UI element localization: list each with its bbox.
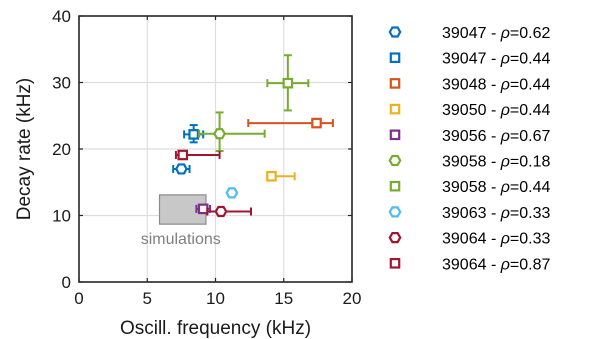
legend-label: 39047 - ρ=0.62 (442, 25, 550, 42)
data-point (214, 205, 228, 218)
series-0 (172, 163, 191, 175)
x-tick-label: 15 (274, 289, 293, 308)
data-point (311, 117, 322, 129)
legend-entry: 39058 - ρ=0.44 (389, 179, 550, 196)
series-2 (247, 117, 334, 129)
y-tick-label: 30 (52, 74, 71, 93)
legend-label: 39064 - ρ=0.87 (442, 256, 550, 273)
legend-entry: 39047 - ρ=0.62 (388, 25, 550, 42)
legend-entry: 39050 - ρ=0.44 (389, 102, 550, 119)
data-point (177, 149, 189, 161)
legend-entry: 39058 - ρ=0.18 (388, 154, 550, 171)
legend-label: 39064 - ρ=0.33 (442, 231, 550, 248)
legend-entry: 39047 - ρ=0.44 (389, 51, 550, 68)
grid (79, 16, 352, 282)
legend-marker (389, 129, 401, 141)
data-point (213, 128, 227, 140)
legend-marker (389, 52, 401, 63)
legend-entry: 39063 - ρ=0.33 (388, 205, 550, 222)
y-tick-label: 0 (62, 273, 71, 292)
legend-marker (389, 103, 401, 115)
simulations-region: simulations (141, 194, 221, 248)
legend-label: 39058 - ρ=0.44 (442, 179, 550, 196)
plot-series (172, 54, 334, 218)
x-tick-label: 0 (74, 289, 83, 308)
y-tick-label: 40 (52, 7, 71, 26)
x-axis-label: Oscill. frequency (kHz) (120, 318, 311, 339)
series-7 (225, 187, 239, 199)
legend-entry: 39056 - ρ=0.67 (389, 128, 550, 145)
series-3 (266, 170, 296, 182)
data-point (225, 187, 239, 199)
legend-label: 39047 - ρ=0.44 (442, 51, 550, 68)
series-5 (198, 111, 266, 152)
data-point (197, 203, 209, 215)
legend-entry: 39064 - ρ=0.33 (388, 231, 550, 248)
legend-marker (389, 180, 401, 192)
x-tick-label: 20 (343, 289, 362, 308)
y-axis-label: Decay rate (kHz) (14, 78, 35, 221)
legend-label: 39050 - ρ=0.44 (442, 102, 550, 119)
legend-marker (388, 232, 402, 244)
legend-label: 39048 - ρ=0.44 (442, 76, 550, 93)
y-tick-label: 20 (52, 140, 71, 159)
series-1 (183, 124, 205, 144)
legend-label: 39056 - ρ=0.67 (442, 128, 550, 145)
legend-marker (389, 78, 401, 89)
axes: 0 5 10 15 20 0 10 20 30 40 (52, 7, 361, 308)
legend-entry: 39048 - ρ=0.44 (389, 76, 550, 93)
legend-marker (388, 154, 402, 167)
x-tick-label: 10 (206, 289, 225, 308)
simulations-label: simulations (141, 231, 221, 248)
data-point (282, 77, 294, 89)
data-point (174, 163, 188, 175)
data-point (266, 170, 277, 182)
legend: 39047 - ρ=0.62 39047 - ρ=0.44 39048 - ρ=0.… (388, 25, 550, 273)
series-8 (206, 205, 252, 218)
y-tick-label: 10 (52, 207, 71, 226)
series-9 (174, 149, 221, 161)
x-tick-label: 5 (143, 289, 152, 308)
series-6 (266, 54, 310, 112)
data-point (188, 129, 199, 140)
legend-label: 39058 - ρ=0.18 (442, 154, 550, 171)
legend-marker (389, 258, 401, 269)
legend-entry: 39064 - ρ=0.87 (389, 256, 550, 273)
legend-marker (388, 206, 402, 218)
legend-marker (388, 26, 402, 38)
legend-label: 39063 - ρ=0.33 (442, 205, 550, 222)
